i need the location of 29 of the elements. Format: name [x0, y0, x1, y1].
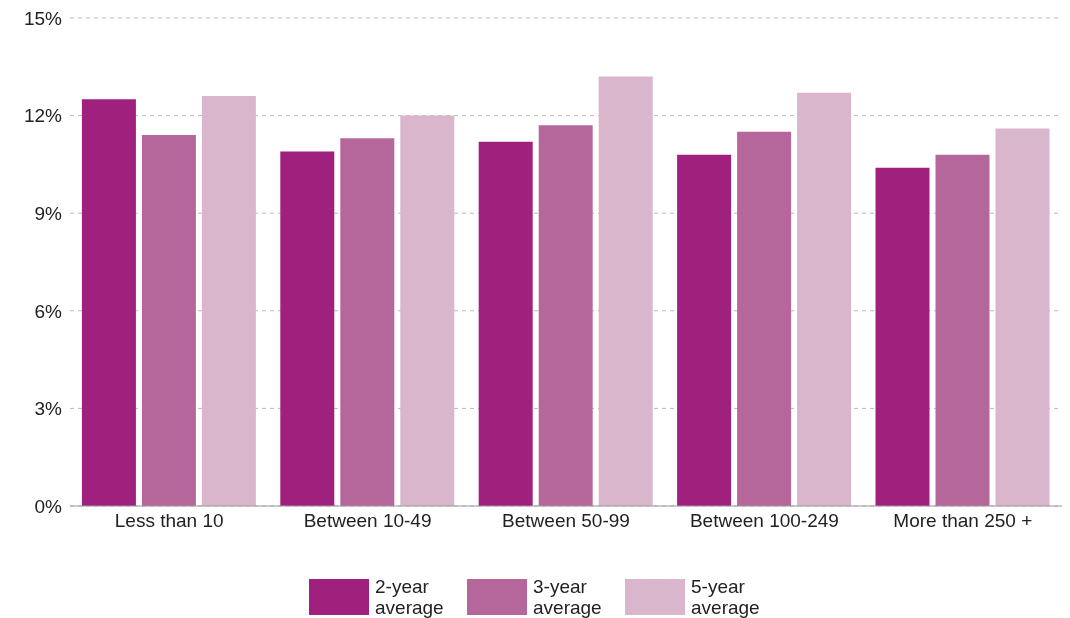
bar — [875, 167, 930, 506]
bar — [538, 125, 593, 506]
legend-label: 5-year average — [691, 576, 761, 618]
bar — [478, 141, 533, 506]
legend-label: 2-year average — [375, 576, 445, 618]
bar — [340, 138, 395, 506]
y-tick-label: 6% — [34, 300, 63, 322]
bar — [995, 128, 1050, 506]
bar — [201, 96, 256, 506]
bar — [598, 76, 653, 506]
x-tick-label: Between 100-249 — [689, 510, 839, 532]
legend-label: 3-year average — [533, 576, 603, 618]
bar — [141, 135, 196, 506]
y-tick-label: 3% — [34, 398, 63, 420]
bar — [280, 151, 335, 506]
x-tick-label: More than 250 + — [893, 510, 1033, 532]
bar — [737, 131, 792, 506]
x-tick-label: Less than 10 — [114, 510, 224, 532]
bar — [935, 154, 990, 506]
y-tick-label: 9% — [34, 202, 63, 224]
y-tick-label: 0% — [34, 495, 63, 517]
x-tick-label: Between 10-49 — [303, 510, 432, 532]
bar — [677, 154, 732, 506]
bar — [81, 99, 136, 506]
x-tick-label: Between 50-99 — [502, 510, 630, 532]
bar — [400, 115, 455, 506]
bar — [797, 92, 852, 506]
y-tick-label: 12% — [23, 105, 63, 127]
y-tick-label: 15% — [23, 7, 63, 29]
